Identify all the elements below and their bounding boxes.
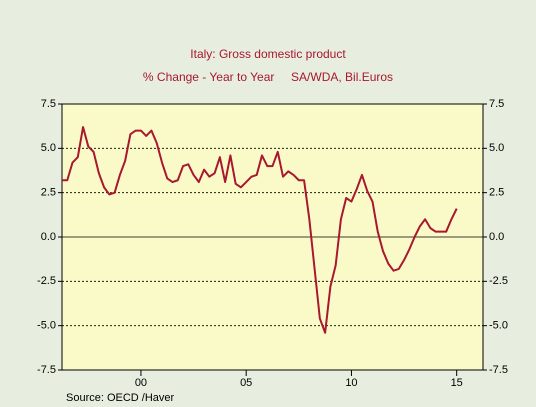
y2-tick-label: -7.5 [489,364,508,376]
source: Source: OECD /Haver [66,392,175,404]
y2-tick-label: 7.5 [489,98,504,110]
chart-title: Italy: Gross domestic product [190,47,346,61]
y-tick-label: -5.0 [37,320,56,332]
y-tick-label: 2.5 [41,187,56,199]
data-line [62,126,458,334]
chart-subtitle: % Change - Year to Year SA/WDA, Bil.Euro… [143,70,393,84]
x-tick-label: 00 [135,377,147,389]
x-tick-label: 05 [240,377,252,389]
y-tick-label: -2.5 [37,275,56,287]
x-tick-label: 10 [345,377,357,389]
y2-tick-label: 0.0 [489,231,504,243]
y2-tick-label: -5.0 [489,320,508,332]
y-tick-label: 7.5 [41,98,56,110]
y2-tick-label: -2.5 [489,275,508,287]
y-tick-label: 5.0 [41,142,56,154]
y-tick-label: -7.5 [37,364,56,376]
y-tick-label: 0.0 [41,231,56,243]
x-tick-label: 15 [451,377,463,389]
y2-tick-label: 5.0 [489,142,504,154]
y2-tick-label: 2.5 [489,187,504,199]
